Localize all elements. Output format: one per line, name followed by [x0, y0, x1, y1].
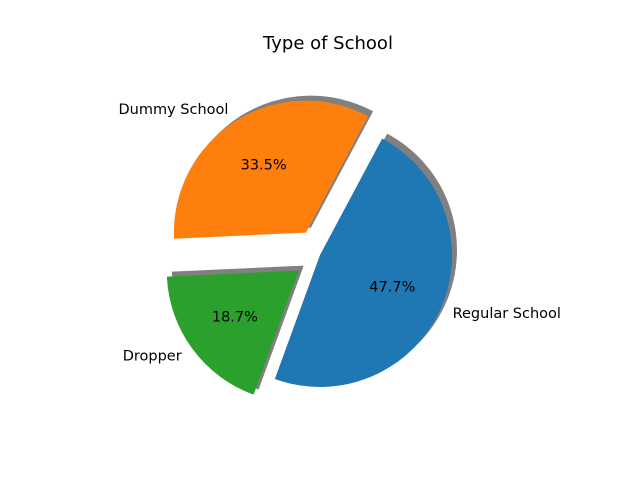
slice-label-dummy-school: Dummy School [118, 102, 228, 118]
chart-title: Type of School [262, 33, 393, 54]
pct-label-dropper: 18.7% [212, 310, 258, 326]
slice-label-regular-school: Regular School [453, 306, 561, 322]
slice-label-dropper: Dropper [123, 349, 182, 365]
pct-label-regular-school: 47.7% [369, 279, 415, 295]
pct-label-dummy-school: 33.5% [241, 158, 287, 174]
pie-slice-dropper [166, 270, 299, 395]
label-layer: Regular School 47.7% Dummy School 33.5% Drop… [118, 102, 560, 365]
pie-slice-dummy-school [173, 100, 369, 239]
pie-slice-regular-school [274, 138, 453, 388]
slice-layer [166, 100, 453, 395]
